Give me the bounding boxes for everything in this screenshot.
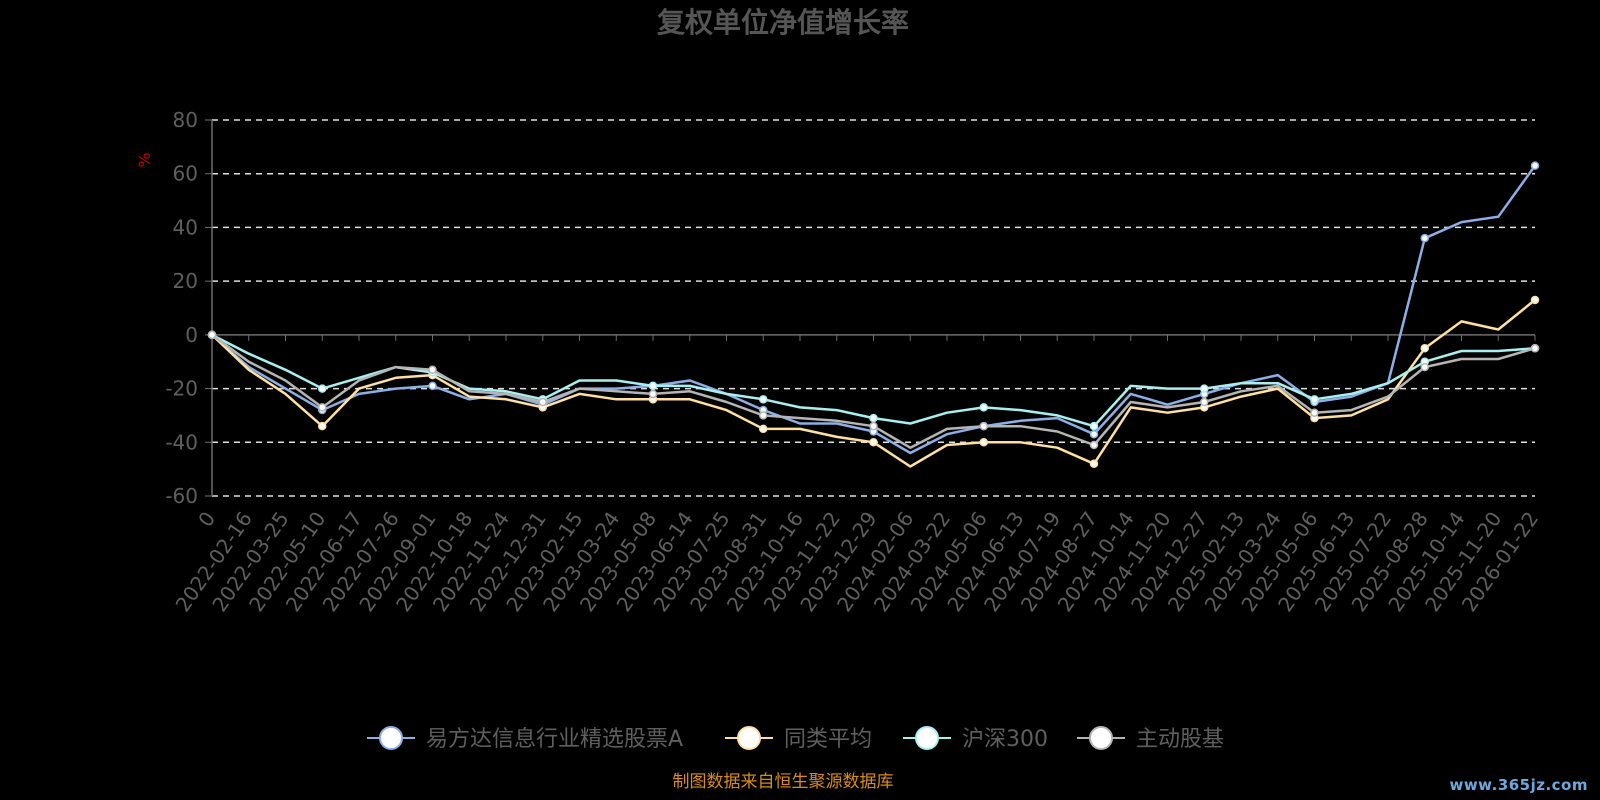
source-note: 制图数据来自恒生聚源数据库 [673,772,894,792]
y-tick-label: -40 [165,430,198,454]
y-tick-label: 60 [173,162,198,186]
x-tick-label: 0 [193,507,220,531]
y-tick-label: -20 [165,377,198,401]
data-point [318,403,327,412]
y-axis-unit-label: % [135,152,154,167]
y-tick-label: 0 [185,323,198,347]
data-point [1420,362,1429,372]
data-point [759,395,768,404]
data-point [318,421,327,431]
series-layer [207,161,1540,469]
y-tick-label: 20 [173,269,198,293]
data-point [1530,295,1540,305]
data-point [1530,161,1540,170]
data-point [869,438,878,447]
data-point [1310,408,1319,417]
data-point [1089,429,1099,439]
data-point [869,413,878,423]
data-point [207,330,217,340]
chart-title: 复权单位净值增长率 [657,6,909,39]
data-point [1420,344,1429,353]
data-point [1420,233,1429,243]
legend-label: 主动股基 [1136,727,1224,752]
data-point [318,384,327,393]
legend-item-3[interactable]: 主动股基 [1077,726,1224,752]
legend-marker-icon [379,726,403,750]
y-tick-label: -60 [165,484,198,508]
data-point [538,397,547,407]
legend-label: 同类平均 [784,727,872,752]
data-point [1089,440,1099,450]
axis-layer: 806040200-20-40-6002022-02-162022-03-252… [165,108,1543,616]
data-point [869,421,878,431]
data-point [759,411,768,420]
legend-item-2[interactable]: 沪深300 [903,726,1048,752]
y-tick-label: 40 [173,215,198,239]
watermark: www.365jz.com [1449,776,1588,794]
y-tick-label: 80 [173,108,198,132]
legend-marker-icon [915,726,939,750]
data-point [1089,459,1099,469]
data-point [979,421,988,431]
data-point [428,381,437,391]
data-point [979,403,988,412]
data-point [759,424,768,434]
legend-label: 沪深300 [962,727,1048,752]
legend-marker-icon [1089,726,1113,750]
data-point [428,365,437,375]
data-point [1089,421,1099,431]
data-point [1200,384,1209,393]
legend[interactable]: 易方达信息行业精选股票A 同类平均 沪深300 主动股基 [367,726,1224,752]
data-point [1310,395,1319,404]
data-point [1530,344,1540,353]
data-point [1200,397,1209,407]
data-point [979,438,988,447]
data-point [648,389,658,399]
legend-item-0[interactable]: 易方达信息行业精选股票A [367,726,683,752]
series-line-2 [211,333,1536,428]
legend-item-1[interactable]: 同类平均 [725,726,872,752]
legend-label: 易方达信息行业精选股票A [426,727,683,752]
data-point [648,381,658,391]
legend-marker-icon [737,726,761,750]
